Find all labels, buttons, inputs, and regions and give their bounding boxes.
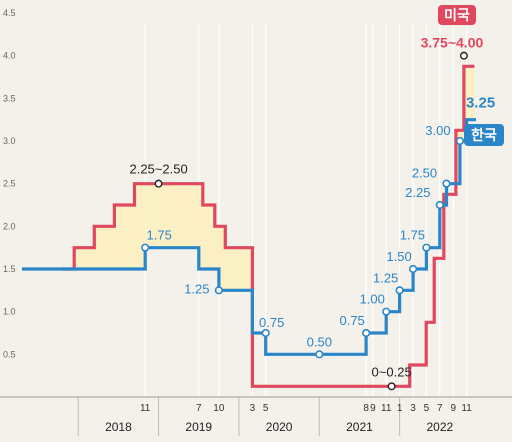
x-month-tick: 3	[250, 403, 256, 414]
x-month-tick: 7	[196, 403, 202, 414]
fill-between	[74, 66, 475, 291]
korea-rate-label: 2.50	[412, 166, 437, 181]
korea-rate-point	[261, 328, 270, 338]
korea-rate-point	[442, 179, 451, 188]
y-tick-label: 3.0	[3, 136, 16, 146]
korea-rate-point	[455, 136, 465, 146]
korea-rate-label: 1.50	[386, 249, 411, 264]
gap-fill	[94, 226, 115, 269]
korea-rate-label: 0.75	[339, 313, 364, 328]
us-rate-label: 0~0.25	[372, 364, 412, 379]
x-year-label: 2020	[266, 420, 293, 434]
us-rate-point	[459, 51, 468, 60]
korea-rate-point	[382, 307, 391, 316]
axes: 0.51.01.52.02.53.03.54.04.511 7 10 3 5 8 9 11 1 3…	[0, 8, 512, 436]
korea-rate-label: 2.25	[405, 185, 430, 200]
gap-fill	[134, 183, 146, 269]
x-month-tick: 5	[424, 403, 430, 414]
gap-fill	[114, 205, 135, 269]
us-rate-label: 3.75~4.00	[421, 35, 484, 51]
korea-rate-label: 1.75	[400, 228, 425, 243]
markers	[141, 51, 468, 391]
gap-fill	[218, 226, 226, 291]
us-rate-point	[154, 179, 163, 188]
gap-fill	[198, 183, 203, 269]
x-year-label: 2021	[346, 420, 373, 434]
x-month-tick: 9	[370, 403, 376, 414]
korea-rate-label: 3.00	[425, 123, 450, 138]
y-tick-label: 1.5	[3, 264, 16, 274]
korea-rate-point	[214, 286, 223, 295]
korea-rate-label: 1.25	[184, 281, 209, 296]
korea-rate-point	[435, 200, 444, 210]
korea-rate-label: 1.25	[373, 270, 398, 285]
gap-fill	[74, 247, 95, 269]
gap-fill	[225, 247, 253, 291]
us-rate-point	[387, 382, 396, 391]
gap-fill	[466, 66, 475, 120]
korea-rate-point	[408, 264, 418, 274]
korea-rate-point	[395, 286, 404, 295]
y-tick-label: 0.5	[3, 349, 16, 359]
korea-rate-label: 0.75	[259, 315, 284, 330]
y-tick-label: 4.0	[3, 51, 16, 61]
korea-rate-point	[362, 328, 371, 338]
x-month-tick: 11	[461, 403, 472, 414]
us-rate-label: 2.25~2.50	[129, 162, 187, 177]
y-tick-label: 2.0	[3, 221, 16, 231]
data-labels: 2.25~2.50 0~0.25 3.75~4.00 1.75 1.25 0.75 0.50…	[129, 5, 504, 379]
x-month-tick: 11	[140, 403, 151, 414]
y-tick-label: 2.5	[3, 179, 16, 189]
gap-fill	[455, 130, 460, 184]
gap-fill	[459, 130, 464, 141]
korea-rate-point	[422, 243, 431, 252]
korea-rate-point	[141, 243, 150, 252]
korea-rate-label: 0.50	[307, 334, 332, 349]
y-tick-label: 1.0	[3, 307, 16, 317]
korea-end-value: 3.25	[466, 95, 495, 112]
korea-rate-point	[315, 350, 324, 359]
x-month-tick: 10	[213, 403, 225, 414]
us-series-badge	[438, 5, 476, 25]
x-month-tick: 8	[363, 403, 369, 414]
gap-fill	[145, 183, 199, 248]
x-year-label: 2018	[105, 420, 132, 434]
y-tick-label: 4.5	[3, 8, 16, 18]
x-year-label: 2019	[185, 420, 212, 434]
gap-fill	[202, 205, 215, 269]
x-month-tick: 3	[410, 403, 416, 414]
korea-series-badge	[464, 124, 504, 146]
us-series-name: 미국	[444, 8, 470, 24]
series-lines	[22, 64, 476, 388]
x-year-label: 2022	[426, 420, 453, 434]
x-month-tick: 7	[437, 403, 443, 414]
y-tick-label: 3.5	[3, 93, 16, 103]
x-month-tick: 11	[381, 403, 392, 414]
gap-fill	[214, 226, 219, 269]
x-month-tick: 9	[450, 403, 456, 414]
korea-rate-label: 1.75	[147, 228, 172, 243]
korea-rate-label: 1.00	[360, 292, 385, 307]
korea-series-name: 한국	[471, 128, 497, 144]
x-month-tick: 5	[263, 403, 269, 414]
grid	[144, 23, 468, 397]
x-month-tick: 1	[397, 403, 403, 414]
